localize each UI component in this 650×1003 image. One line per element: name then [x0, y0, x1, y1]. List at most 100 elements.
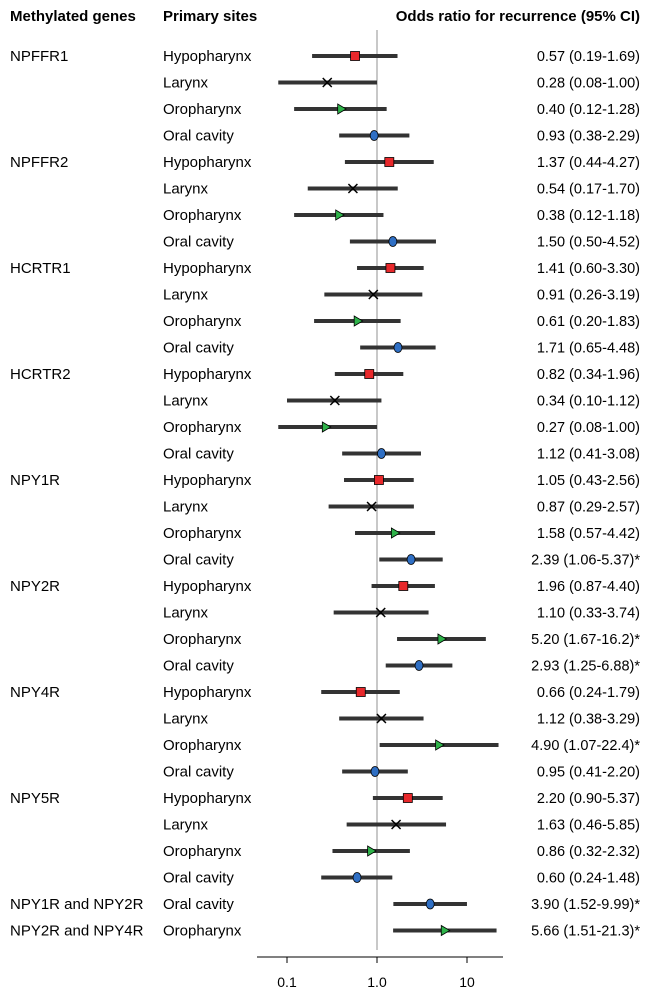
odds-ratio-value: 0.57 (0.19-1.69)	[537, 49, 640, 65]
marker-hypopharynx	[355, 687, 366, 697]
odds-ratio-value: 5.66 (1.51-21.3)*	[531, 924, 640, 940]
marker-larynx-stroke	[347, 183, 358, 194]
x-axis: 0.1 1.0 10	[257, 956, 503, 990]
odds-ratio-value: 0.82 (0.34-1.96)	[537, 367, 640, 383]
odds-ratio-value: 1.50 (0.50-4.52)	[537, 235, 640, 251]
header-genes: Methylated genes	[10, 8, 136, 25]
odds-ratio-value: 1.58 (0.57-4.42)	[537, 526, 640, 542]
odds-ratio-value: 0.40 (0.12-1.28)	[537, 102, 640, 118]
marker-larynx-stroke	[376, 713, 387, 724]
site-label: Oropharynx	[163, 923, 242, 940]
odds-ratio-value: 1.96 (0.87-4.40)	[537, 579, 640, 595]
marker-oral-cavity	[377, 448, 386, 459]
gene-label: NPY1R	[10, 472, 60, 489]
gene-label: NPY4R	[10, 684, 60, 701]
site-label: Oropharynx	[163, 207, 242, 224]
marker-oral-cavity	[370, 766, 380, 777]
marker-oral-cavity	[369, 130, 379, 141]
marker-larynx	[366, 501, 377, 512]
site-label: Larynx	[163, 499, 209, 516]
site-label: Larynx	[163, 711, 209, 728]
x-tick-label: 10	[459, 974, 475, 990]
site-label: Oral cavity	[163, 896, 234, 913]
marker-hypopharynx	[364, 369, 375, 379]
marker-larynx-stroke	[391, 819, 402, 830]
odds-ratio-value: 1.12 (0.38-3.29)	[537, 712, 640, 728]
marker-oropharynx	[435, 739, 445, 751]
odds-ratio-value: 1.05 (0.43-2.56)	[537, 473, 640, 489]
gene-label: NPY5R	[10, 790, 60, 807]
header-sites: Primary sites	[163, 8, 257, 25]
site-label: Oral cavity	[163, 870, 234, 887]
site-label: Hypopharynx	[163, 154, 252, 171]
site-label: Hypopharynx	[163, 472, 252, 489]
site-label: Oral cavity	[163, 128, 234, 145]
odds-ratio-value: 0.91 (0.26-3.19)	[537, 288, 640, 304]
marker-larynx	[347, 183, 358, 194]
odds-ratio-value: 0.61 (0.20-1.83)	[537, 314, 640, 330]
odds-ratio-value: 1.10 (0.33-3.74)	[537, 606, 640, 622]
marker-hypopharynx	[350, 51, 360, 61]
site-label: Larynx	[163, 75, 209, 92]
site-label: Hypopharynx	[163, 366, 252, 383]
x-tick-label: 1.0	[367, 974, 387, 990]
site-label: Oral cavity	[163, 234, 234, 251]
marker-larynx	[322, 77, 333, 88]
marker-hypopharynx	[398, 581, 409, 591]
site-label: Oral cavity	[163, 552, 234, 569]
odds-ratio-value: 0.60 (0.24-1.48)	[537, 871, 640, 887]
site-label: Hypopharynx	[163, 260, 252, 277]
site-label: Larynx	[163, 287, 209, 304]
site-label: Larynx	[163, 181, 209, 198]
marker-hypopharynx	[402, 793, 413, 803]
marker-oropharynx	[337, 103, 347, 115]
marker-oral-cavity	[406, 554, 416, 565]
gene-label: NPY1R and NPY2R	[10, 896, 144, 913]
odds-ratio-value: 0.87 (0.29-2.57)	[537, 500, 640, 516]
site-label: Oropharynx	[163, 843, 242, 860]
odds-ratio-value: 0.66 (0.24-1.79)	[537, 685, 640, 701]
marker-oral-cavity	[393, 342, 403, 353]
odds-ratio-value: 1.63 (0.46-5.85)	[537, 818, 640, 834]
marker-larynx	[391, 819, 402, 830]
marker-larynx	[329, 395, 340, 406]
odds-ratio-value: 4.90 (1.07-22.4)*	[531, 738, 640, 754]
site-label: Hypopharynx	[163, 48, 252, 65]
site-label: Oropharynx	[163, 313, 242, 330]
site-label: Oropharynx	[163, 631, 242, 648]
site-label: Larynx	[163, 605, 209, 622]
odds-ratio-value: 0.93 (0.38-2.29)	[537, 129, 640, 145]
odds-ratio-value: 1.37 (0.44-4.27)	[537, 155, 640, 171]
site-label: Oropharynx	[163, 101, 242, 118]
marker-larynx	[368, 289, 379, 300]
marker-hypopharynx	[384, 157, 395, 167]
marker-hypopharynx	[374, 475, 384, 485]
odds-ratio-value: 2.20 (0.90-5.37)	[537, 791, 640, 807]
site-label: Oral cavity	[163, 340, 234, 357]
site-label: Larynx	[163, 817, 209, 834]
marker-larynx-stroke	[368, 289, 379, 300]
odds-ratio-value: 0.86 (0.32-2.32)	[537, 844, 640, 860]
marker-oropharynx	[367, 845, 377, 857]
marker-oral-cavity	[414, 660, 424, 671]
site-label: Oral cavity	[163, 446, 234, 463]
marker-larynx-stroke	[375, 607, 386, 618]
site-label: Larynx	[163, 393, 209, 410]
odds-ratio-value: 0.34 (0.10-1.12)	[537, 394, 640, 410]
site-label: Oral cavity	[163, 658, 234, 675]
marker-oropharynx	[353, 315, 364, 327]
marker-hypopharynx	[385, 263, 396, 273]
site-label: Hypopharynx	[163, 578, 252, 595]
odds-ratio-value: 0.27 (0.08-1.00)	[537, 420, 640, 436]
site-label: Oral cavity	[163, 764, 234, 781]
rows-layer: NPFFR1 Hypopharynx 0.57 (0.19-1.69) Larynx 0…	[10, 30, 640, 950]
marker-larynx	[375, 607, 386, 618]
site-label: Oropharynx	[163, 419, 242, 436]
odds-ratio-value: 0.95 (0.41-2.20)	[537, 765, 640, 781]
odds-ratio-value: 5.20 (1.67-16.2)*	[531, 632, 640, 648]
site-label: Hypopharynx	[163, 684, 252, 701]
header-odds: Odds ratio for recurrence (95% CI)	[396, 8, 640, 25]
odds-ratio-value: 0.28 (0.08-1.00)	[537, 76, 640, 92]
marker-larynx-stroke	[322, 77, 333, 88]
